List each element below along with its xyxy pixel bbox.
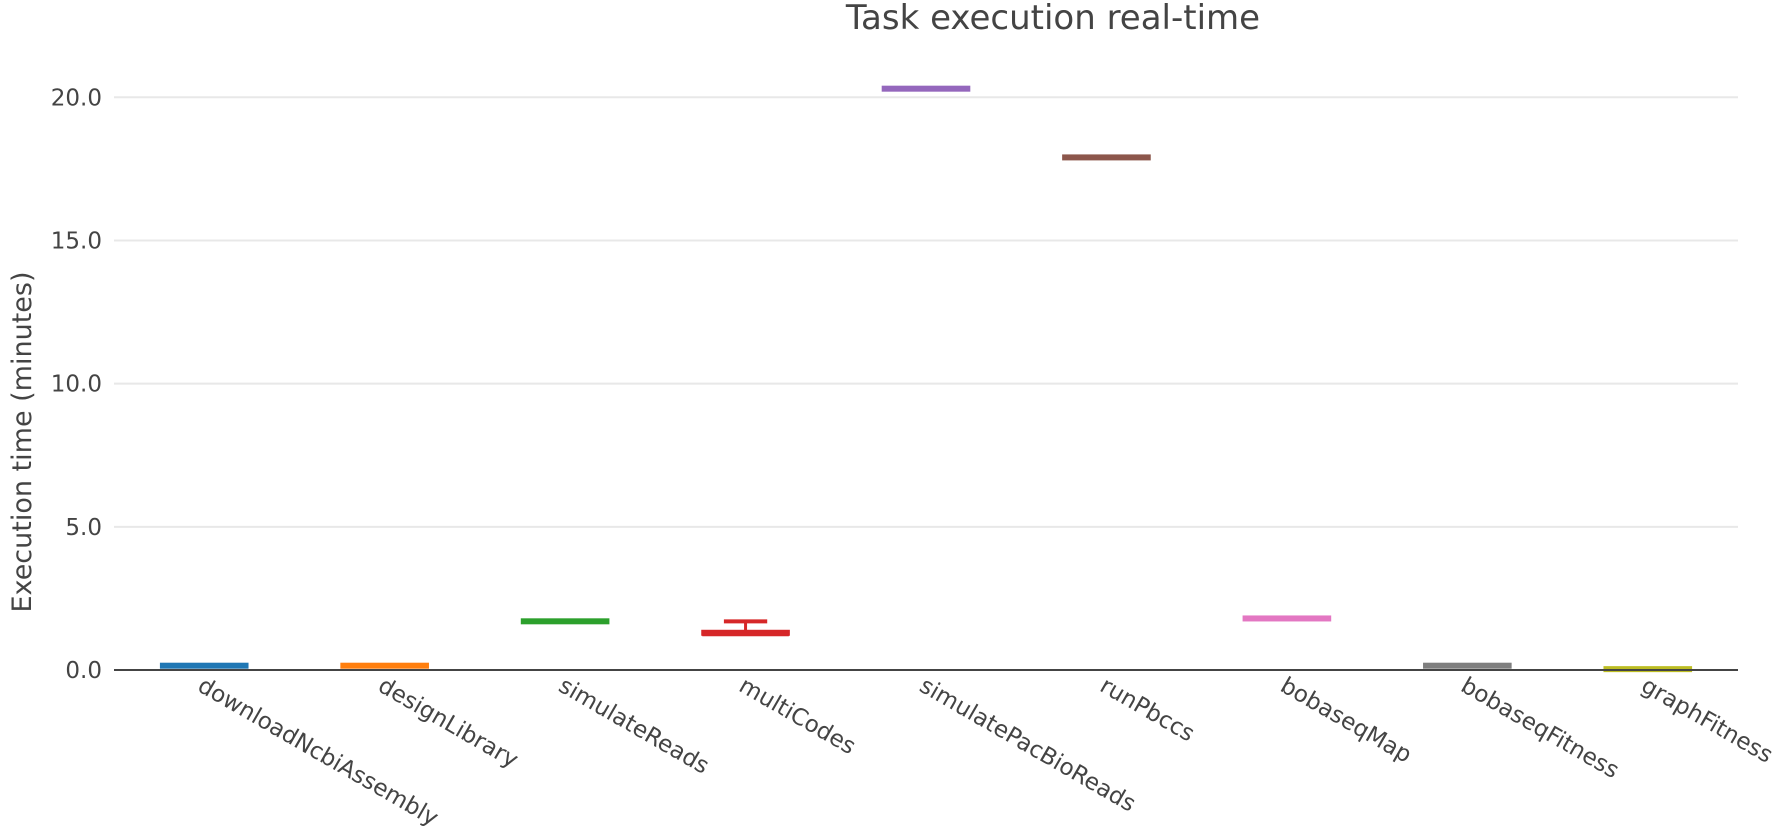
box-download-ncbi-assembly[interactable] [159,662,249,669]
box-run-pbccs[interactable] [1062,154,1151,161]
box-multi-codes[interactable] [701,619,790,637]
box-simulate-pac-bio-reads[interactable] [881,85,971,92]
chart-title: Task execution real-time [845,0,1260,38]
y-axis-title: Execution time (minutes) [7,271,38,612]
box-bobaseq-map[interactable] [1242,615,1332,622]
x-tick-label-simulate-reads: simulateReads [554,673,713,780]
y-tick-label: 0.0 [65,658,102,684]
x-tick-label-multi-codes: multiCodes [735,673,860,760]
x-tick-label-bobaseq-fitness: bobaseqFitness [1456,673,1623,784]
x-tick-label-graph-fitness: graphFitness [1637,673,1777,769]
y-tick-label: 15.0 [51,228,102,254]
x-tick-label-design-library: designLibrary [374,673,523,774]
y-axis-ticks: 0.0 5.0 10.0 15.0 20.0 [51,85,102,684]
gridlines [114,96,1738,528]
box-design-library[interactable] [340,662,429,669]
x-tick-label-run-pbccs: runPbccs [1095,673,1198,748]
box-bobaseq-fitness[interactable] [1423,662,1512,669]
y-tick-label: 10.0 [51,372,102,398]
box-simulate-reads[interactable] [520,618,610,625]
y-tick-label: 20.0 [51,85,102,111]
y-tick-label: 5.0 [65,515,102,541]
box-plot-series [159,85,1693,673]
x-tick-label-bobaseq-map: bobaseqMap [1276,673,1416,769]
